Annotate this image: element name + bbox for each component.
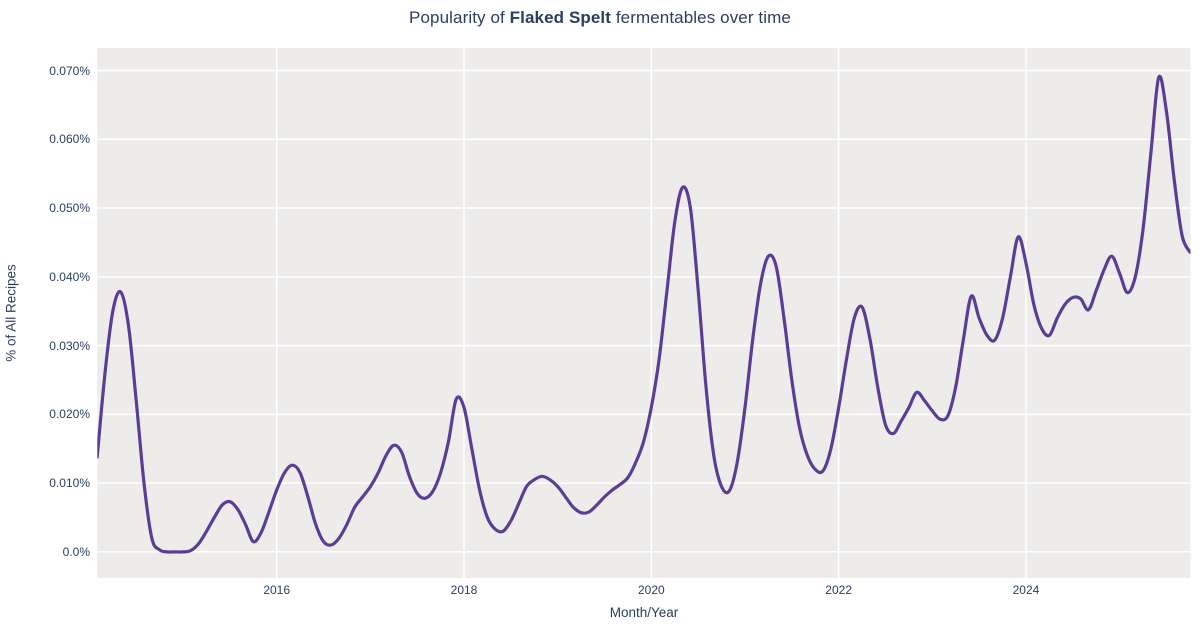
x-tick-label: 2016 [263,583,291,597]
x-tick-label: 2022 [825,583,852,597]
series-line-flaked-spelt [97,74,1191,554]
chart-title-highlight: Flaked Spelt [509,8,612,27]
y-tick-label: 0.030% [49,338,90,353]
plot-background [97,48,1191,578]
y-tick-label: 0.050% [49,201,90,216]
y-tick-label: 0.060% [49,132,90,147]
y-tick-label: 0.0% [62,544,90,559]
chart-title: Popularity of Flaked Spelt fermentables … [0,8,1200,28]
x-tick-label: 2024 [1012,583,1040,597]
chart-title-prefix: Popularity of [409,8,510,27]
x-tick-label: 2018 [450,583,478,597]
y-tick-label: 0.010% [49,476,90,491]
chart-title-suffix: fermentables over time [611,8,791,27]
y-tick-label: 0.040% [49,269,90,284]
y-tick-label: 0.070% [49,63,90,78]
x-axis-title: Month/Year [609,605,679,620]
y-tick-label: 0.020% [49,407,90,422]
x-tick-label: 2020 [637,583,665,597]
